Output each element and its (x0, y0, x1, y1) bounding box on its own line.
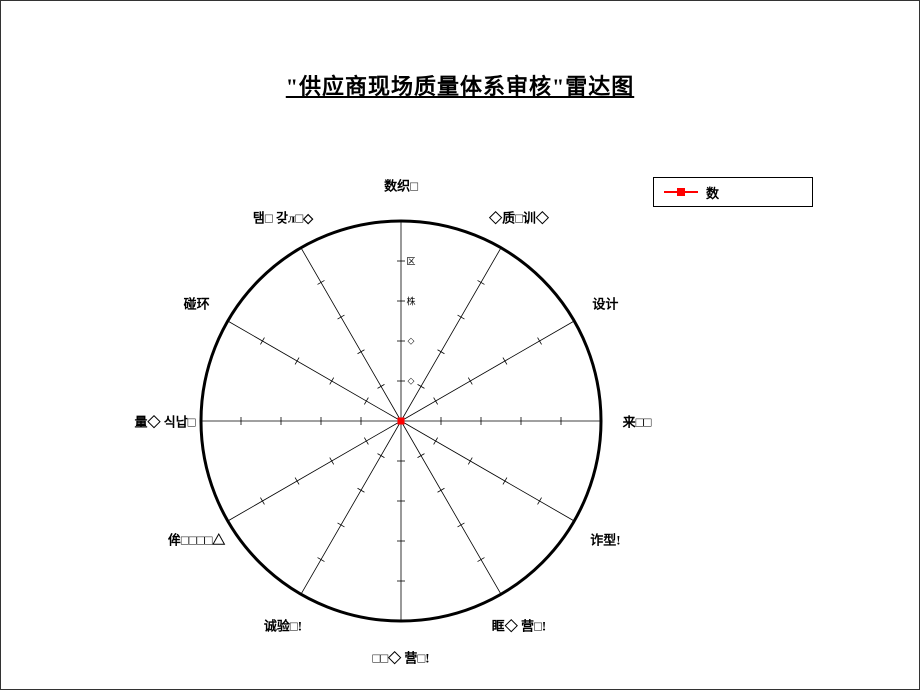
legend-series-label: 数 (706, 183, 719, 202)
chart-title: "供应商现场质量体系审核"雷达图 (1, 69, 919, 101)
radar-axis-label: 来□□ (623, 412, 652, 431)
radar-axis-label: 碰环 (184, 294, 210, 313)
radar-axis-label: 诈型! (590, 530, 620, 549)
radar-tick-label: ◇ (408, 376, 415, 387)
radar-axis-label: 设计 (592, 294, 618, 313)
radar-tick-label: 区 (406, 255, 415, 268)
radar-axis-label: □□◇ 营□! (372, 648, 429, 667)
radar-chart (125, 145, 677, 690)
page: "供应商现场质量体系审核"雷达图 数 数织□ ◇质□训◇ 设计来□□ 诈型! 眶◇ 营□… (0, 0, 920, 690)
radar-axis-label: 数织□ (384, 176, 418, 195)
radar-axis-label: 侔□□□□△ (168, 530, 225, 549)
legend: 数 (653, 177, 813, 207)
legend-series-marker (677, 188, 685, 196)
radar-tick-label: 株 (406, 295, 415, 308)
radar-axis-label: 量◇ 식납□ (134, 412, 195, 431)
radar-tick-label: ◇ (408, 336, 415, 347)
radar-axis-label: 탬□ 갖л□◇ (253, 207, 313, 226)
radar-axis-label: 诚验□! (264, 616, 302, 635)
radar-axis-label: 眶◇ 营□! (492, 616, 546, 635)
radar-axis-label: ◇质□训◇ (489, 207, 549, 226)
